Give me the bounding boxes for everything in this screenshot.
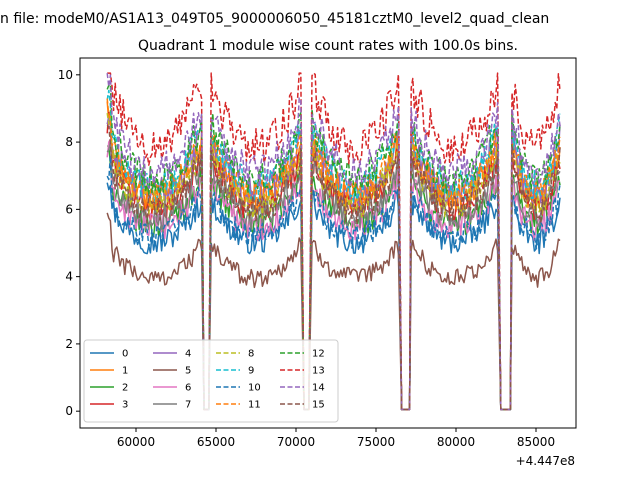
series-layer xyxy=(106,72,561,411)
legend-label-13: 13 xyxy=(312,366,325,377)
series-line-10 xyxy=(106,154,561,411)
x-tick-label: 85000 xyxy=(517,435,555,449)
legend-label-0: 0 xyxy=(122,349,128,360)
legend-label-12: 12 xyxy=(312,349,325,360)
legend-label-11: 11 xyxy=(248,400,261,411)
legend-label-7: 7 xyxy=(185,400,191,411)
x-tick-label: 75000 xyxy=(357,435,395,449)
y-tick-label: 8 xyxy=(65,135,73,149)
legend-label-14: 14 xyxy=(312,383,325,394)
legend-label-4: 4 xyxy=(185,349,191,360)
y-tick-label: 10 xyxy=(58,68,73,82)
series-line-14 xyxy=(106,73,561,411)
legend-label-10: 10 xyxy=(248,383,261,394)
legend-box xyxy=(83,339,339,423)
series-line-9 xyxy=(106,89,561,411)
series-line-11 xyxy=(106,98,561,411)
x-axis: 60000 65000 70000 75000 80000 85000 xyxy=(117,428,555,449)
legend-label-6: 6 xyxy=(185,383,191,394)
legend-label-15: 15 xyxy=(312,400,325,411)
legend-label-3: 3 xyxy=(122,400,128,411)
y-tick-label: 2 xyxy=(65,337,73,351)
legend-label-5: 5 xyxy=(185,366,191,377)
series-line-13 xyxy=(107,72,561,411)
y-tick-label: 4 xyxy=(65,270,73,284)
legend-label-8: 8 xyxy=(248,349,254,360)
x-tick-label: 60000 xyxy=(117,435,155,449)
legend-label-1: 1 xyxy=(122,366,128,377)
plot-frame xyxy=(79,57,577,429)
suptitle: n file: modeM0/AS1A13_049T05_9000006050_… xyxy=(0,11,549,27)
y-tick-label: 6 xyxy=(65,202,73,216)
legend-label-9: 9 xyxy=(248,366,254,377)
series-line-12 xyxy=(106,83,561,411)
x-offset-label: +4.447e8 xyxy=(516,454,575,468)
y-axis: 0 2 4 6 8 10 xyxy=(58,68,80,418)
chart-title: Quadrant 1 module wise count rates with … xyxy=(138,38,518,54)
series-line-15 xyxy=(106,124,561,411)
y-tick-label: 0 xyxy=(65,404,73,418)
x-tick-label: 70000 xyxy=(277,435,315,449)
x-tick-label: 80000 xyxy=(437,435,475,449)
legend-label-2: 2 xyxy=(122,383,128,394)
series-line-5 xyxy=(106,212,561,411)
x-tick-label: 65000 xyxy=(197,435,235,449)
